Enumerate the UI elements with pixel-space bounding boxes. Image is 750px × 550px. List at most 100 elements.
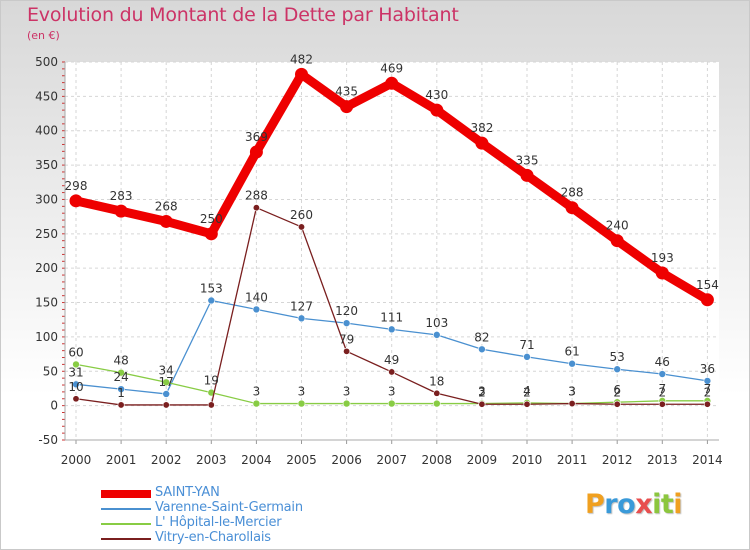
data-point-saint-yan <box>250 146 263 159</box>
data-label-vitry-en-charollais: 18 <box>429 374 444 388</box>
data-label-varenne-saint-germain: 82 <box>474 330 489 344</box>
data-point-vitry-en-charollais <box>73 396 79 402</box>
x-tick-label: 2004 <box>241 453 272 467</box>
x-tick-label: 2009 <box>467 453 498 467</box>
data-point-varenne-saint-germain <box>614 366 621 373</box>
data-point-saint-yan <box>430 104 443 117</box>
data-label-saint-yan: 335 <box>516 153 539 167</box>
data-label-l-h-pital-le-mercier: 34 <box>159 363 174 377</box>
data-point-vitry-en-charollais <box>704 401 710 407</box>
logo-letter: P <box>585 489 604 520</box>
data-label-vitry-en-charollais: 2 <box>704 385 712 399</box>
logo-letter: r <box>604 489 617 520</box>
data-label-varenne-saint-germain: 120 <box>335 304 358 318</box>
y-tick-label: 300 <box>35 192 58 206</box>
logo-letter: t <box>661 489 673 520</box>
proxiti-logo: Proxiti <box>585 489 682 520</box>
y-tick-label: 400 <box>35 124 58 138</box>
data-point-varenne-saint-germain <box>433 331 440 338</box>
data-point-vitry-en-charollais <box>389 369 395 375</box>
data-label-varenne-saint-germain: 61 <box>564 345 579 359</box>
data-label-vitry-en-charollais: 2 <box>658 385 666 399</box>
data-label-varenne-saint-germain: 53 <box>610 350 625 364</box>
data-label-saint-yan: 369 <box>245 130 268 144</box>
data-point-saint-yan <box>115 205 128 218</box>
x-tick-label: 2011 <box>557 453 588 467</box>
data-label-saint-yan: 288 <box>561 186 584 200</box>
data-label-vitry-en-charollais: 288 <box>245 189 268 203</box>
data-point-l-h-pital-le-mercier <box>433 400 440 407</box>
legend-swatch-varenne-saint-germain <box>101 508 151 510</box>
data-point-saint-yan <box>340 100 353 113</box>
x-tick-label: 2013 <box>647 453 678 467</box>
data-label-l-h-pital-le-mercier: 3 <box>298 385 306 399</box>
data-point-varenne-saint-germain <box>524 353 531 360</box>
data-label-saint-yan: 283 <box>110 189 133 203</box>
data-label-vitry-en-charollais: 2 <box>523 385 531 399</box>
data-label-saint-yan: 154 <box>696 278 719 292</box>
data-point-vitry-en-charollais <box>208 402 214 408</box>
legend-label-vitry-en-charollais: Vitry-en-Charollais <box>155 530 271 545</box>
data-label-varenne-saint-germain: 24 <box>113 370 128 384</box>
data-point-saint-yan <box>160 215 173 228</box>
data-point-varenne-saint-germain <box>208 297 215 304</box>
data-label-varenne-saint-germain: 46 <box>655 355 670 369</box>
data-point-varenne-saint-germain <box>569 360 576 367</box>
data-point-saint-yan <box>205 227 218 240</box>
data-point-vitry-en-charollais <box>434 390 440 396</box>
logo-letter: i <box>673 489 682 520</box>
data-label-saint-yan: 268 <box>155 199 178 213</box>
data-label-varenne-saint-germain: 31 <box>68 365 83 379</box>
legend-label-saint-yan: SAINT-YAN <box>155 485 220 500</box>
x-tick-label: 2008 <box>422 453 453 467</box>
data-label-varenne-saint-germain: 36 <box>700 362 715 376</box>
data-point-saint-yan <box>611 234 624 247</box>
data-label-l-h-pital-le-mercier: 3 <box>343 385 351 399</box>
data-point-vitry-en-charollais <box>569 400 575 406</box>
y-tick-label: 450 <box>35 89 58 103</box>
data-label-vitry-en-charollais: 3 <box>568 385 576 399</box>
data-label-l-h-pital-le-mercier: 60 <box>68 345 83 359</box>
data-label-varenne-saint-germain: 153 <box>200 281 223 295</box>
logo-letter: i <box>652 489 661 520</box>
data-label-saint-yan: 240 <box>606 219 629 233</box>
data-point-vitry-en-charollais <box>614 401 620 407</box>
data-point-l-h-pital-le-mercier <box>388 400 395 407</box>
data-label-vitry-en-charollais: 260 <box>290 208 313 222</box>
y-tick-label: -50 <box>38 433 58 447</box>
x-tick-label: 2012 <box>602 453 633 467</box>
data-label-vitry-en-charollais: 79 <box>339 332 354 346</box>
y-tick-label: 50 <box>43 364 58 378</box>
data-point-varenne-saint-germain <box>659 371 666 378</box>
data-label-varenne-saint-germain: 71 <box>519 338 534 352</box>
data-point-l-h-pital-le-mercier <box>298 400 305 407</box>
data-point-vitry-en-charollais <box>253 205 259 211</box>
data-point-saint-yan <box>701 293 714 306</box>
y-tick-label: 100 <box>35 330 58 344</box>
data-label-vitry-en-charollais: 49 <box>384 353 399 367</box>
data-point-l-h-pital-le-mercier <box>343 400 350 407</box>
data-point-vitry-en-charollais <box>524 401 530 407</box>
data-label-l-h-pital-le-mercier: 3 <box>253 385 261 399</box>
data-point-vitry-en-charollais <box>343 348 349 354</box>
data-label-vitry-en-charollais: 2 <box>613 385 621 399</box>
data-label-varenne-saint-germain: 140 <box>245 290 268 304</box>
x-tick-label: 2006 <box>331 453 362 467</box>
x-tick-label: 2003 <box>196 453 227 467</box>
legend-swatch-saint-yan <box>101 490 151 498</box>
data-label-varenne-saint-germain: 103 <box>425 316 448 330</box>
data-label-varenne-saint-germain: 127 <box>290 299 313 313</box>
x-tick-label: 2014 <box>692 453 723 467</box>
data-label-l-h-pital-le-mercier: 19 <box>204 374 219 388</box>
data-point-vitry-en-charollais <box>118 402 124 408</box>
data-point-saint-yan <box>656 266 669 279</box>
data-point-varenne-saint-germain <box>343 320 350 327</box>
data-point-varenne-saint-germain <box>298 315 305 322</box>
x-tick-label: 2005 <box>286 453 317 467</box>
legend-label-hopital-le-mercier: L' Hôpital-le-Mercier <box>155 515 281 530</box>
x-tick-label: 2001 <box>106 453 137 467</box>
data-label-saint-yan: 193 <box>651 251 674 265</box>
data-label-vitry-en-charollais: 1 <box>117 386 125 400</box>
data-label-vitry-en-charollais: 2 <box>478 385 486 399</box>
